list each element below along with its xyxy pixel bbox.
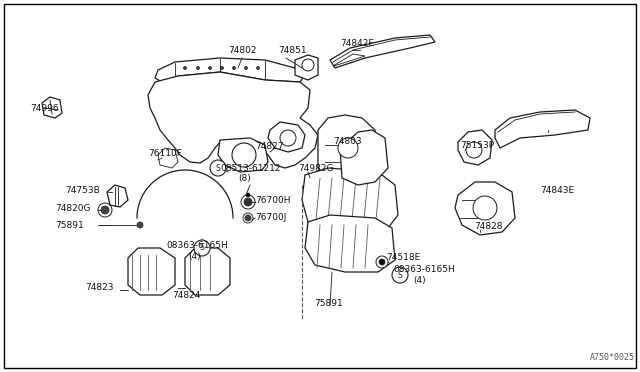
- Circle shape: [379, 259, 385, 265]
- Circle shape: [137, 222, 143, 228]
- Text: (4): (4): [413, 276, 426, 285]
- Circle shape: [245, 215, 251, 221]
- Text: 74824: 74824: [172, 292, 200, 301]
- Polygon shape: [318, 115, 375, 185]
- Polygon shape: [330, 35, 435, 68]
- Circle shape: [466, 142, 482, 158]
- Polygon shape: [295, 55, 318, 80]
- Text: 74842E: 74842E: [340, 38, 374, 48]
- Text: 08363-6165H: 08363-6165H: [393, 266, 455, 275]
- Circle shape: [196, 67, 200, 70]
- Polygon shape: [305, 215, 395, 272]
- Text: (8): (8): [238, 173, 251, 183]
- Text: (4): (4): [188, 251, 200, 260]
- Text: 74843E: 74843E: [540, 186, 574, 195]
- Polygon shape: [495, 110, 590, 148]
- Circle shape: [244, 67, 248, 70]
- Text: 08513-61212: 08513-61212: [220, 164, 280, 173]
- Text: 74827: 74827: [255, 141, 284, 151]
- Text: 76700J: 76700J: [255, 212, 286, 221]
- Circle shape: [232, 143, 256, 167]
- Circle shape: [246, 193, 250, 197]
- Polygon shape: [158, 148, 178, 168]
- Text: 74753B: 74753B: [65, 186, 100, 195]
- Circle shape: [209, 67, 211, 70]
- Circle shape: [232, 67, 236, 70]
- Text: S: S: [200, 244, 204, 253]
- Text: S: S: [216, 164, 220, 173]
- Circle shape: [221, 67, 223, 70]
- Text: 75891: 75891: [314, 298, 343, 308]
- Polygon shape: [107, 185, 128, 207]
- Polygon shape: [42, 97, 62, 118]
- Text: 74851: 74851: [278, 45, 307, 55]
- Polygon shape: [455, 182, 515, 235]
- Text: 75891: 75891: [55, 221, 84, 230]
- Polygon shape: [218, 138, 268, 172]
- Text: 74996: 74996: [30, 103, 59, 112]
- Circle shape: [101, 206, 109, 214]
- Text: 75153P: 75153P: [460, 141, 494, 150]
- Circle shape: [392, 267, 408, 283]
- Polygon shape: [302, 168, 398, 238]
- Text: 74802: 74802: [228, 45, 257, 55]
- Circle shape: [280, 130, 296, 146]
- Circle shape: [244, 198, 252, 206]
- Circle shape: [184, 67, 186, 70]
- Circle shape: [194, 240, 210, 256]
- Polygon shape: [148, 72, 318, 170]
- Text: 74828: 74828: [474, 221, 502, 231]
- Circle shape: [210, 160, 226, 176]
- Circle shape: [338, 138, 358, 158]
- Text: 76700H: 76700H: [255, 196, 291, 205]
- Text: 74803: 74803: [333, 137, 362, 145]
- Polygon shape: [340, 130, 388, 185]
- Text: 74982G: 74982G: [298, 164, 333, 173]
- Text: 76110F: 76110F: [148, 148, 182, 157]
- Text: 74823: 74823: [85, 283, 113, 292]
- Text: A750*0025: A750*0025: [589, 353, 634, 362]
- Polygon shape: [268, 122, 305, 152]
- Text: S: S: [397, 270, 403, 279]
- Text: 74518E: 74518E: [386, 253, 420, 263]
- Circle shape: [302, 59, 314, 71]
- Text: 08363-6165H: 08363-6165H: [166, 241, 228, 250]
- Circle shape: [376, 256, 388, 268]
- Polygon shape: [185, 248, 230, 295]
- Polygon shape: [155, 58, 305, 82]
- Circle shape: [257, 67, 259, 70]
- Polygon shape: [458, 130, 492, 165]
- Text: 74820G: 74820G: [55, 203, 90, 212]
- Polygon shape: [128, 248, 175, 295]
- Circle shape: [473, 196, 497, 220]
